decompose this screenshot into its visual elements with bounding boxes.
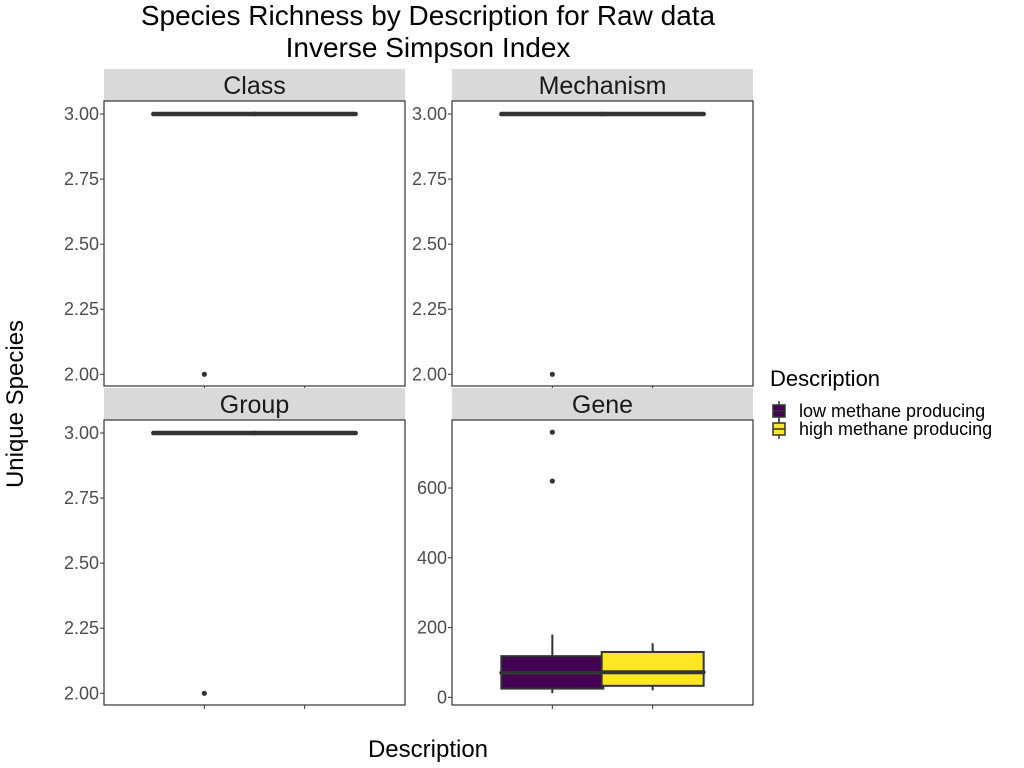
legend-item-high-methane: high methane producing bbox=[772, 419, 992, 439]
box-low-methane bbox=[151, 111, 258, 377]
legend-item-low-methane: low methane producing bbox=[772, 401, 985, 421]
box-low-methane bbox=[499, 111, 606, 377]
facet-strip bbox=[452, 388, 753, 420]
y-tick-label: 600 bbox=[417, 478, 447, 498]
legend-title: Description bbox=[770, 366, 880, 391]
y-tick-label: 2.00 bbox=[64, 683, 99, 703]
y-tick-label: 2.75 bbox=[64, 169, 99, 189]
outlier-point bbox=[549, 371, 555, 377]
facet-strip bbox=[104, 69, 405, 101]
box-low-methane bbox=[499, 429, 606, 694]
box-iqr bbox=[600, 650, 705, 687]
panel-border bbox=[451, 419, 754, 706]
y-tick-label: 3.00 bbox=[64, 104, 99, 124]
y-tick-label: 0 bbox=[437, 687, 447, 707]
y-tick-label: 3.00 bbox=[412, 104, 447, 124]
facet-strip-label: Class bbox=[223, 72, 286, 100]
facet-panel-class: Class 2.00 2.25 2.50 2.75 3.00 bbox=[64, 69, 406, 390]
x-axis-label: Description bbox=[368, 736, 488, 763]
y-tick-label: 2.25 bbox=[412, 299, 447, 319]
box-high-methane bbox=[599, 643, 706, 691]
y-tick-label: 200 bbox=[417, 618, 447, 638]
facet-panels: Class 2.00 2.25 2.50 2.75 3.00 Mechanism 2.00 2.… bbox=[64, 69, 754, 709]
y-tick-label: 3.00 bbox=[64, 423, 99, 443]
facet-strip-label: Group bbox=[220, 391, 289, 419]
y-tick-label: 2.00 bbox=[64, 364, 99, 384]
y-tick-label: 2.25 bbox=[64, 299, 99, 319]
y-tick-label: 2.00 bbox=[412, 364, 447, 384]
y-tick-label: 2.50 bbox=[412, 234, 447, 254]
panel-border bbox=[103, 419, 406, 706]
y-tick-label: 2.75 bbox=[412, 169, 447, 189]
legend-label: high methane producing bbox=[799, 419, 992, 439]
outlier-point bbox=[201, 371, 207, 377]
panel-background bbox=[104, 420, 405, 705]
outlier-point bbox=[549, 429, 555, 435]
facet-panel-gene: Gene 0 200 400 600 bbox=[417, 388, 754, 709]
panel-border bbox=[103, 100, 406, 387]
chart-title-line-1: Species Richness by Description for Raw … bbox=[141, 0, 716, 31]
facet-panel-mechanism: Mechanism 2.00 2.25 2.50 2.75 3.00 bbox=[412, 69, 754, 390]
outlier-point bbox=[549, 478, 555, 484]
facet-strip bbox=[452, 69, 753, 101]
facet-strip bbox=[104, 388, 405, 420]
facet-panel-group: Group 2.00 2.25 2.50 2.75 3.00 bbox=[64, 388, 406, 709]
box-low-methane bbox=[151, 430, 258, 696]
y-tick-label: 2.25 bbox=[64, 618, 99, 638]
y-tick-label: 2.50 bbox=[64, 553, 99, 573]
panel-border bbox=[451, 100, 754, 387]
y-axis-label: Unique Species bbox=[2, 320, 29, 488]
y-tick-label: 2.50 bbox=[64, 234, 99, 254]
y-tick-label: 400 bbox=[417, 548, 447, 568]
facet-strip-label: Gene bbox=[572, 391, 633, 419]
y-tick-label: 2.75 bbox=[64, 488, 99, 508]
panel-background bbox=[452, 101, 753, 386]
chart-title-line-2: Inverse Simpson Index bbox=[286, 32, 571, 63]
panel-background bbox=[104, 101, 405, 386]
outlier-point bbox=[201, 690, 207, 696]
facet-strip-label: Mechanism bbox=[539, 72, 667, 100]
legend-label: low methane producing bbox=[799, 401, 985, 421]
